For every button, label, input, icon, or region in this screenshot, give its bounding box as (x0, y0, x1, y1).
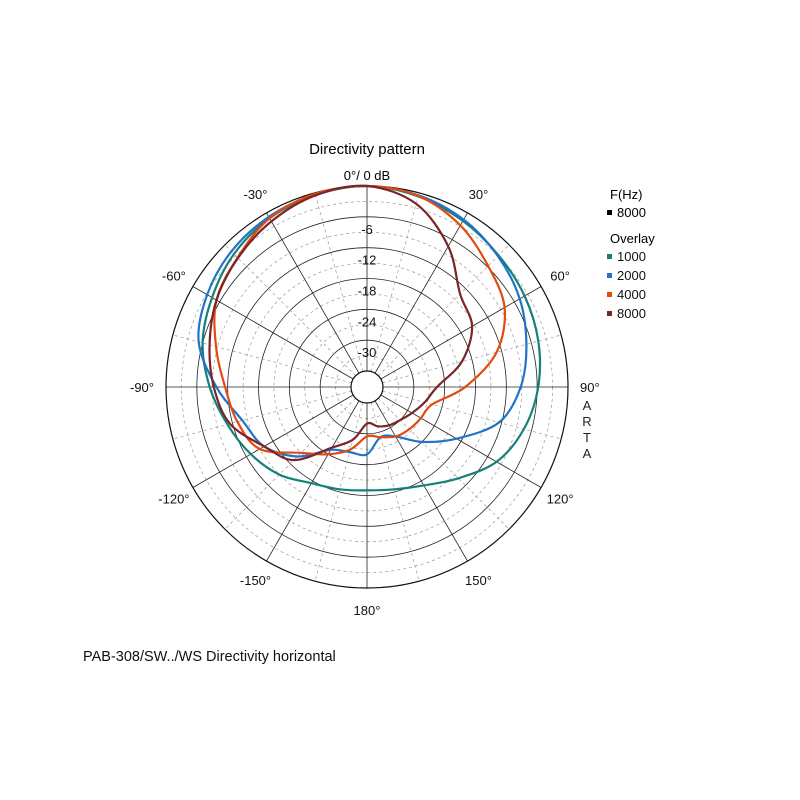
minor-spoke (382, 390, 562, 440)
ring-label: -12 (358, 253, 377, 268)
legend-freq-label: 8000 (617, 205, 646, 220)
ring-label: -24 (358, 314, 377, 329)
minor-spoke (382, 334, 562, 384)
legend-swatch-8000 (607, 311, 612, 316)
angle-label: -120° (158, 492, 189, 507)
minor-spoke (378, 398, 510, 530)
ring-label: -18 (358, 284, 377, 299)
legend-overlay-items: 1000 2000 4000 8000 (607, 249, 646, 321)
legend-label-1000: 1000 (617, 249, 646, 264)
major-spoke (374, 400, 468, 562)
ring-label: -30 (358, 345, 377, 360)
angle-label: 120° (547, 492, 574, 507)
angle-label: 90° (580, 380, 600, 395)
top-angle-label: 0°/ 0 dB (344, 168, 390, 183)
legend-swatch-4000 (607, 292, 612, 297)
major-spoke (192, 394, 354, 488)
watermark-letter: R (582, 414, 591, 429)
angle-label: 150° (465, 573, 492, 588)
legend-overlay-heading: Overlay (610, 231, 655, 246)
minor-spoke (172, 334, 352, 384)
angle-label: -90° (130, 380, 154, 395)
major-spoke (266, 400, 360, 562)
legend-label-8000: 8000 (617, 306, 646, 321)
major-spoke (374, 212, 468, 374)
legend-freq-swatch (607, 210, 612, 215)
legend-label-4000: 4000 (617, 287, 646, 302)
angle-label: 180° (354, 603, 381, 618)
angle-label: -30° (244, 187, 268, 202)
angle-label: -150° (240, 573, 271, 588)
major-spoke (380, 286, 542, 380)
minor-spoke (370, 192, 420, 372)
legend: F(Hz) 8000 Overlay 1000 2000 4000 8000 (607, 187, 655, 321)
minor-spoke (224, 398, 356, 530)
ring-label: -6 (361, 222, 373, 237)
major-spoke (266, 212, 360, 374)
figure-caption: PAB-308/SW../WS Directivity horizontal (83, 649, 336, 665)
minor-spoke (314, 402, 364, 582)
chart-title: Directivity pattern (309, 141, 425, 158)
watermark-letter: T (583, 430, 591, 445)
angle-label: -60° (162, 269, 186, 284)
major-spoke (192, 286, 354, 380)
labels-layer: -6 -12 -18 -24 -30 -30° 30° -60° 60° -90° 90° -120°… (130, 187, 600, 618)
legend-swatch-1000 (607, 254, 612, 259)
series-layer (197, 184, 542, 492)
minor-spoke (314, 192, 364, 372)
series-line-8000 (208, 184, 474, 462)
inner-ring (350, 370, 384, 404)
series-line-2000 (197, 184, 528, 458)
angle-label: 60° (550, 269, 570, 284)
series-line-1000 (201, 184, 542, 492)
minor-spoke (172, 390, 352, 440)
minor-spoke (378, 244, 510, 376)
legend-swatch-2000 (607, 273, 612, 278)
minor-spoke (224, 244, 356, 376)
watermark-letter: A (583, 446, 592, 461)
major-spoke (380, 394, 542, 488)
legend-label-2000: 2000 (617, 268, 646, 283)
angle-label: 30° (469, 187, 489, 202)
legend-freq-heading: F(Hz) (610, 187, 643, 202)
polar-grid (165, 185, 569, 589)
watermark-letter: A (583, 398, 592, 413)
minor-spoke (370, 402, 420, 582)
